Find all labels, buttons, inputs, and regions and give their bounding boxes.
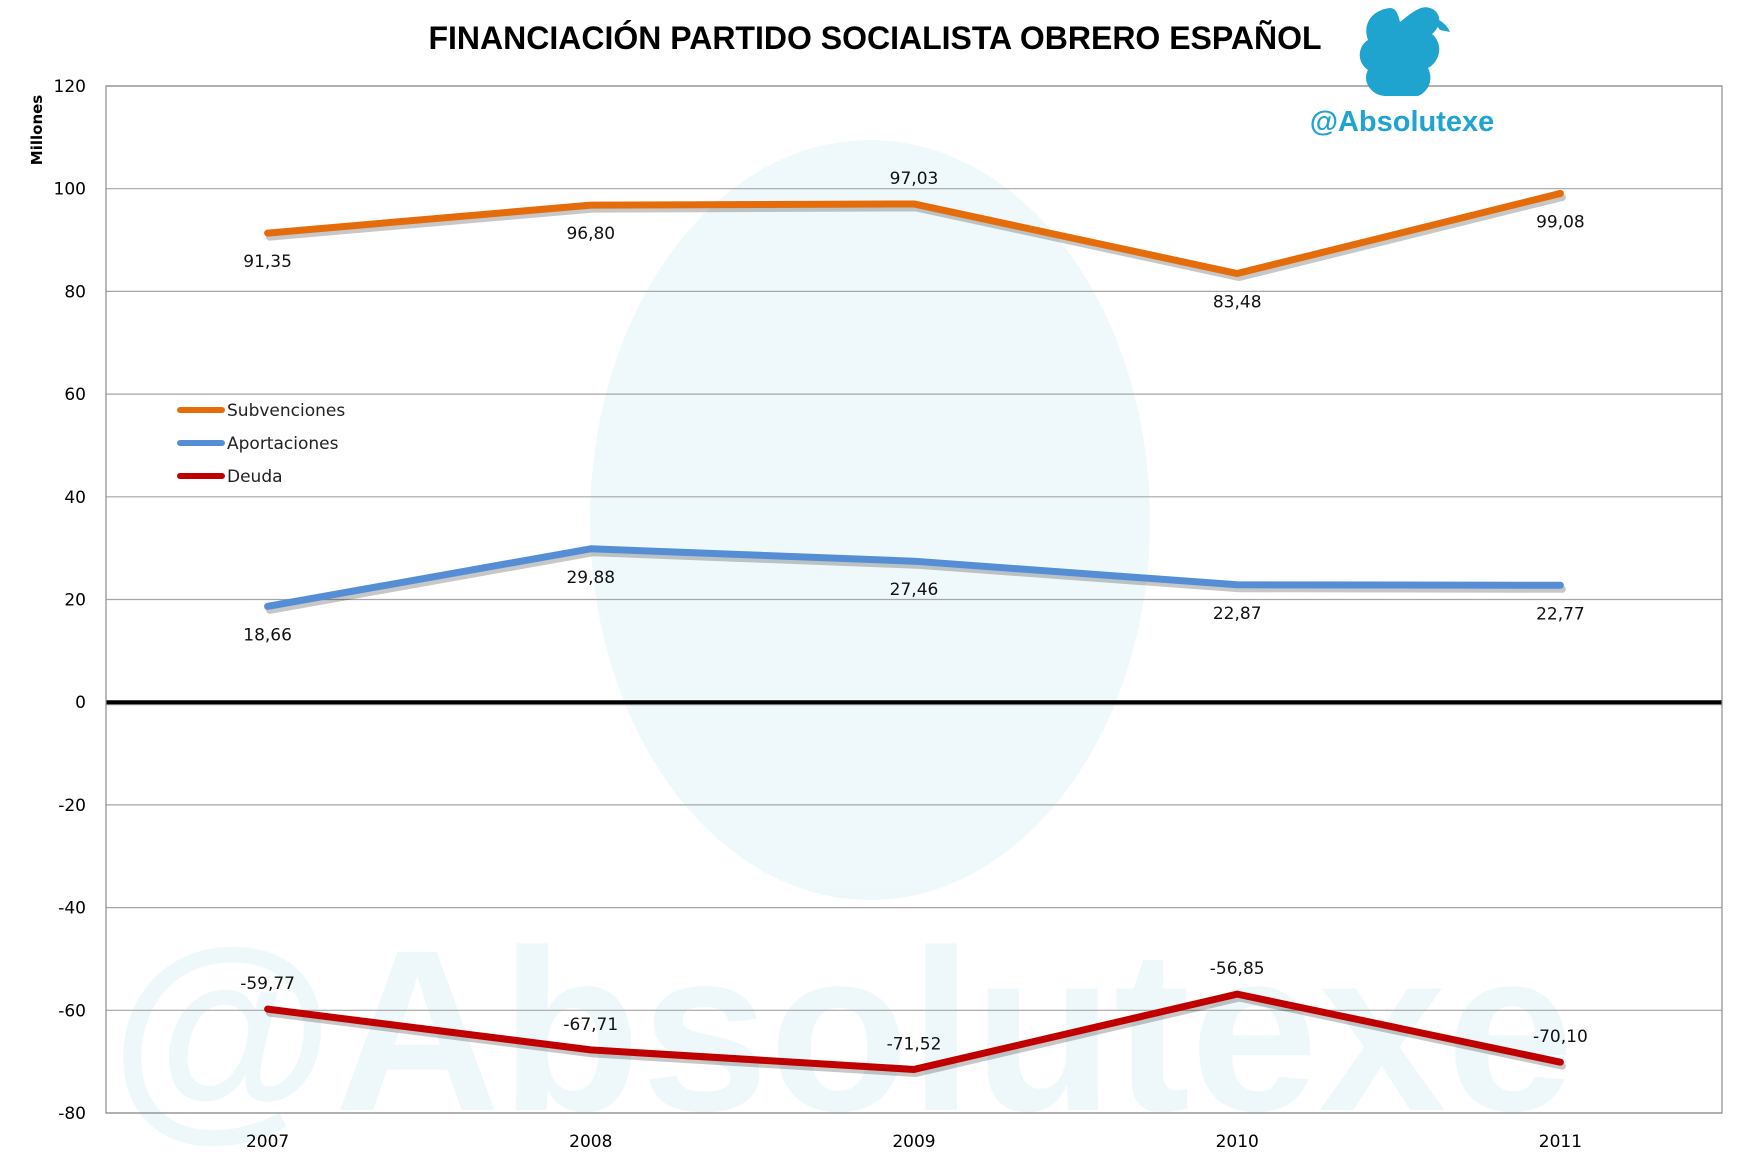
- data-label: 83,48: [1213, 293, 1262, 313]
- data-label: 18,66: [243, 625, 292, 645]
- series-line-deuda: [264, 990, 1564, 1073]
- y-tick-label: 100: [54, 180, 86, 200]
- legend: Subvenciones Aportaciones Deuda: [177, 401, 345, 487]
- y-tick-label: -20: [58, 796, 86, 816]
- grid: [105, 85, 1723, 1114]
- watermark-text: @Absolutexe: [110, 902, 1574, 1156]
- y-tick-label: 120: [54, 77, 86, 97]
- data-labels: 91,35 96,80 97,03 83,48 99,08 18,66 29,88 27,46…: [240, 169, 1588, 1055]
- y-axis-ticks: -80 -60 -40 -20 0 20 40 60 80 100 120: [54, 77, 86, 1124]
- data-label: 97,03: [890, 169, 939, 189]
- data-label: 96,80: [566, 224, 615, 244]
- series-line-shadow: [266, 549, 1566, 614]
- brand-logo: @Absolutexe: [1310, 7, 1495, 138]
- series-line-aportaciones: [264, 545, 1564, 610]
- data-label: -59,77: [240, 974, 295, 994]
- legend-label: Aportaciones: [227, 434, 339, 454]
- series-line-subvenciones: [264, 189, 1564, 278]
- data-label: -70,10: [1533, 1027, 1588, 1047]
- data-label: -56,85: [1210, 959, 1265, 979]
- chart-title: FINANCIACIÓN PARTIDO SOCIALISTA OBRERO E…: [428, 20, 1321, 56]
- data-label: 29,88: [566, 568, 615, 588]
- data-label: 99,08: [1536, 212, 1585, 232]
- y-tick-label: 60: [64, 385, 86, 405]
- y-tick-label: -80: [58, 1104, 86, 1124]
- data-label: -71,52: [887, 1034, 942, 1054]
- x-axis-ticks: 2007 2008 2009 2010 2011: [246, 1132, 1582, 1152]
- data-label: 27,46: [890, 580, 939, 600]
- y-tick-label: 80: [64, 282, 86, 302]
- y-tick-label: 20: [64, 591, 86, 611]
- legend-label: Deuda: [227, 467, 283, 487]
- x-tick-label: 2008: [569, 1132, 612, 1152]
- x-tick-label: 2009: [892, 1132, 935, 1152]
- watermark: @Absolutexe: [110, 140, 1574, 1156]
- y-tick-label: -40: [58, 899, 86, 919]
- x-tick-label: 2007: [246, 1132, 289, 1152]
- data-label: 91,35: [243, 252, 292, 272]
- series-layer: [264, 189, 1566, 1077]
- watermark-griffin-shape: [590, 140, 1150, 900]
- series-line-shadow: [266, 994, 1566, 1077]
- data-label: -67,71: [563, 1015, 618, 1035]
- y-axis-label: Millones: [28, 95, 46, 166]
- y-tick-label: -60: [58, 1001, 86, 1021]
- legend-label: Subvenciones: [227, 401, 345, 421]
- plot-area-border: [105, 85, 1723, 1114]
- data-label: 22,87: [1213, 604, 1262, 624]
- y-tick-label: 40: [64, 488, 86, 508]
- x-tick-label: 2011: [1539, 1132, 1582, 1152]
- brand-handle: @Absolutexe: [1310, 106, 1495, 138]
- x-tick-label: 2010: [1216, 1132, 1259, 1152]
- data-label: 22,77: [1536, 604, 1585, 624]
- y-tick-label: 0: [75, 693, 86, 713]
- griffin-icon: [1359, 7, 1450, 96]
